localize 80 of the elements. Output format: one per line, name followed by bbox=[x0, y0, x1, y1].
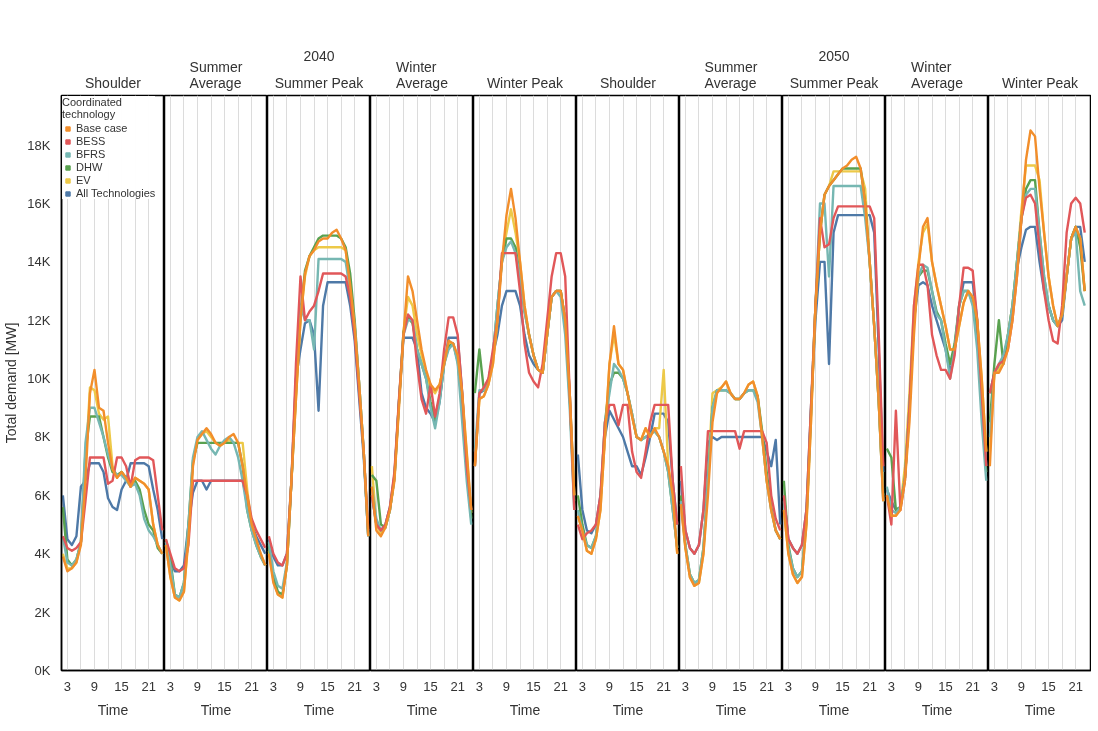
legend-label: All Technologies bbox=[76, 187, 156, 199]
y-axis-title: Total demand [MW] bbox=[3, 322, 20, 444]
chart-title: Winter Average bbox=[396, 58, 449, 91]
x-tick-label: 9 bbox=[502, 678, 511, 694]
y-tick-label: 18K bbox=[27, 137, 51, 153]
x-axis-title: Time bbox=[1024, 701, 1056, 718]
x-tick-label: 3 bbox=[372, 678, 380, 694]
x-tick-label: 21 bbox=[553, 678, 568, 694]
y-tick-label: 12K bbox=[27, 312, 51, 328]
chart-title: Summer Peak bbox=[789, 74, 880, 91]
legend-label: Base case bbox=[76, 122, 128, 134]
x-tick-label: 15 bbox=[526, 678, 541, 694]
x-tick-label: 21 bbox=[450, 678, 465, 694]
x-tick-label: 9 bbox=[90, 678, 99, 694]
y-tick-label: 4K bbox=[34, 546, 51, 562]
chart-title: Summer Average bbox=[704, 58, 758, 91]
x-tick-label: 9 bbox=[399, 678, 408, 694]
x-tick-label: 21 bbox=[862, 678, 877, 694]
y-tick-label: 16K bbox=[27, 195, 51, 211]
x-axis-title: Time bbox=[921, 701, 953, 718]
y-tick-label: 6K bbox=[34, 487, 51, 503]
x-tick-label: 3 bbox=[166, 678, 174, 694]
legend-title: Coordinated technology bbox=[62, 96, 123, 120]
chart-subtitle: 2040 bbox=[303, 47, 335, 64]
y-tick-label: 14K bbox=[27, 254, 51, 270]
x-tick-label: 9 bbox=[605, 678, 614, 694]
x-tick-label: 21 bbox=[244, 678, 259, 694]
x-tick-label: 15 bbox=[835, 678, 850, 694]
x-tick-label: 3 bbox=[269, 678, 277, 694]
x-tick-label: 15 bbox=[423, 678, 438, 694]
x-tick-label: 3 bbox=[681, 678, 689, 694]
x-tick-label: 15 bbox=[629, 678, 644, 694]
x-tick-label: 9 bbox=[914, 678, 923, 694]
x-tick-label: 3 bbox=[63, 678, 71, 694]
x-tick-label: 21 bbox=[965, 678, 980, 694]
y-tick-label: 2K bbox=[34, 604, 51, 620]
chart-title: Winter Peak bbox=[486, 74, 565, 91]
x-tick-label: 3 bbox=[578, 678, 586, 694]
x-axis-title: Time bbox=[818, 701, 850, 718]
x-tick-label: 21 bbox=[1068, 678, 1083, 694]
y-tick-label: 8K bbox=[34, 429, 51, 445]
chart-title: Winter Peak bbox=[1001, 74, 1080, 91]
x-axis-title: Time bbox=[509, 701, 541, 718]
x-axis-title: Time bbox=[200, 701, 232, 718]
x-tick-label: 3 bbox=[784, 678, 792, 694]
x-tick-label: 9 bbox=[296, 678, 305, 694]
x-axis-title: Time bbox=[715, 701, 747, 718]
chart-title: Shoulder bbox=[599, 74, 657, 91]
x-tick-label: 21 bbox=[656, 678, 671, 694]
x-tick-label: 15 bbox=[114, 678, 129, 694]
x-tick-label: 3 bbox=[887, 678, 895, 694]
y-tick-label: 10K bbox=[27, 371, 51, 387]
x-tick-label: 3 bbox=[990, 678, 998, 694]
legend-label: BFRS bbox=[76, 148, 106, 160]
legend-label: BESS bbox=[76, 135, 106, 147]
x-tick-label: 21 bbox=[759, 678, 774, 694]
x-tick-label: 15 bbox=[320, 678, 335, 694]
chart-title: Summer Average bbox=[189, 58, 243, 91]
chart-title: Summer Peak bbox=[274, 74, 365, 91]
x-tick-label: 9 bbox=[708, 678, 717, 694]
chart-title: Winter Average bbox=[911, 58, 964, 91]
x-axis-title: Time bbox=[612, 701, 644, 718]
x-tick-label: 15 bbox=[217, 678, 232, 694]
x-tick-label: 3 bbox=[475, 678, 483, 694]
x-tick-label: 15 bbox=[732, 678, 747, 694]
x-tick-label: 9 bbox=[811, 678, 820, 694]
x-axis-title: Time bbox=[97, 701, 129, 718]
legend-label: DHW bbox=[76, 161, 103, 173]
x-tick-label: 15 bbox=[938, 678, 953, 694]
x-tick-label: 9 bbox=[193, 678, 202, 694]
legend-label: EV bbox=[76, 174, 92, 186]
x-tick-label: 21 bbox=[347, 678, 362, 694]
x-axis-title: Time bbox=[406, 701, 438, 718]
x-tick-label: 21 bbox=[141, 678, 156, 694]
y-tick-label: 0K bbox=[34, 663, 51, 678]
x-tick-label: 9 bbox=[1017, 678, 1026, 694]
x-axis-title: Time bbox=[303, 701, 335, 718]
chart-title: Shoulder bbox=[84, 74, 142, 91]
chart-subtitle: 2050 bbox=[818, 47, 850, 64]
x-tick-label: 15 bbox=[1041, 678, 1056, 694]
